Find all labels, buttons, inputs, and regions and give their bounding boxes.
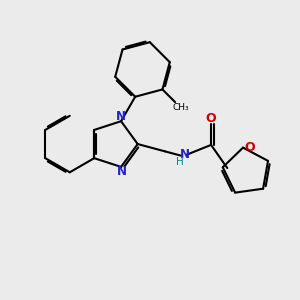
Text: N: N [116,110,126,123]
Text: O: O [244,141,255,154]
Text: H: H [176,157,183,166]
Text: N: N [116,166,126,178]
Text: CH₃: CH₃ [172,103,189,112]
Text: N: N [180,148,190,161]
Text: O: O [206,112,216,125]
